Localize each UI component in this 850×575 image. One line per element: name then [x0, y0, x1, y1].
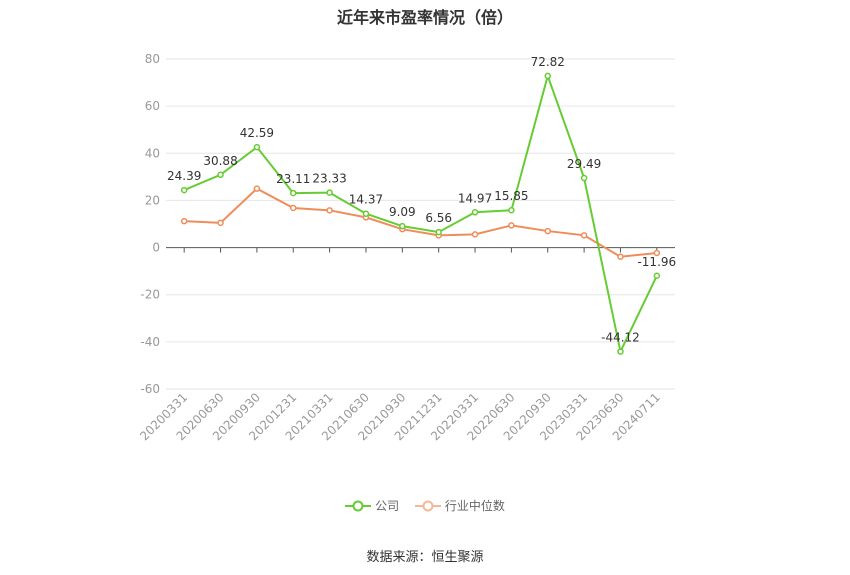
- company-point: [544, 72, 551, 80]
- data-label: 72.82: [531, 55, 565, 69]
- legend-item-industry[interactable]: 行业中位数: [414, 497, 505, 514]
- data-label: 42.59: [240, 126, 274, 140]
- industry-point: [653, 249, 661, 257]
- company-point: [217, 171, 224, 179]
- industry-point: [217, 219, 224, 227]
- industry-point: [471, 231, 479, 238]
- y-tick-label: 0: [152, 241, 160, 255]
- data-label: -44.12: [601, 331, 640, 345]
- y-tick-label: 60: [145, 99, 160, 113]
- legend-item-company[interactable]: 公司: [345, 497, 399, 514]
- legend-company-marker-icon: [345, 500, 372, 511]
- industry-point: [180, 217, 188, 225]
- grid-lines: [166, 58, 675, 390]
- series-line-industry: [184, 187, 657, 258]
- series-lines: [180, 72, 661, 355]
- legend-industry-marker-icon: [414, 500, 441, 511]
- company-point: [290, 189, 297, 197]
- industry-point: [253, 185, 261, 192]
- company-point: [580, 174, 588, 182]
- company-point: [435, 228, 442, 236]
- industry-point: [544, 227, 551, 235]
- data-label: 30.88: [203, 154, 237, 168]
- company-point: [180, 186, 188, 194]
- data-label: 9.09: [389, 205, 416, 219]
- company-point: [508, 206, 515, 214]
- source-note: 数据来源：恒生聚源: [366, 550, 484, 565]
- legend-industry-label: 行业中位数: [444, 499, 505, 513]
- data-label: 29.49: [567, 157, 601, 171]
- industry-point: [326, 207, 333, 214]
- data-label: 6.56: [425, 211, 452, 225]
- y-tick-label: 80: [145, 52, 160, 66]
- y-tick-label: -60: [140, 382, 160, 396]
- company-point: [362, 210, 370, 217]
- y-tick-label: -40: [140, 335, 160, 349]
- legend: 公司 行业中位数: [0, 497, 850, 515]
- company-point: [326, 189, 333, 196]
- industry-point: [508, 222, 515, 229]
- company-point: [653, 272, 661, 280]
- industry-point: [580, 232, 588, 239]
- data-label: 23.33: [312, 172, 346, 186]
- data-label: 14.37: [349, 193, 383, 207]
- data-label: -11.96: [637, 255, 676, 269]
- company-point: [617, 348, 624, 355]
- series-line-company: [183, 72, 658, 355]
- chart-title: 近年来市盈率情况（倍）: [336, 8, 513, 27]
- data-label: 15.85: [494, 189, 528, 203]
- industry-point: [617, 253, 624, 261]
- company-point: [399, 222, 406, 230]
- data-label: 23.11: [276, 172, 310, 186]
- y-tick-label: -20: [140, 288, 160, 302]
- data-label: 24.39: [167, 169, 201, 183]
- company-point: [471, 209, 479, 216]
- y-tick-label: 20: [145, 193, 160, 207]
- data-label: 14.97: [458, 191, 492, 205]
- legend-company-label: 公司: [375, 499, 400, 513]
- company-point: [253, 143, 261, 151]
- industry-point: [290, 204, 297, 212]
- y-tick-label: 40: [145, 146, 160, 160]
